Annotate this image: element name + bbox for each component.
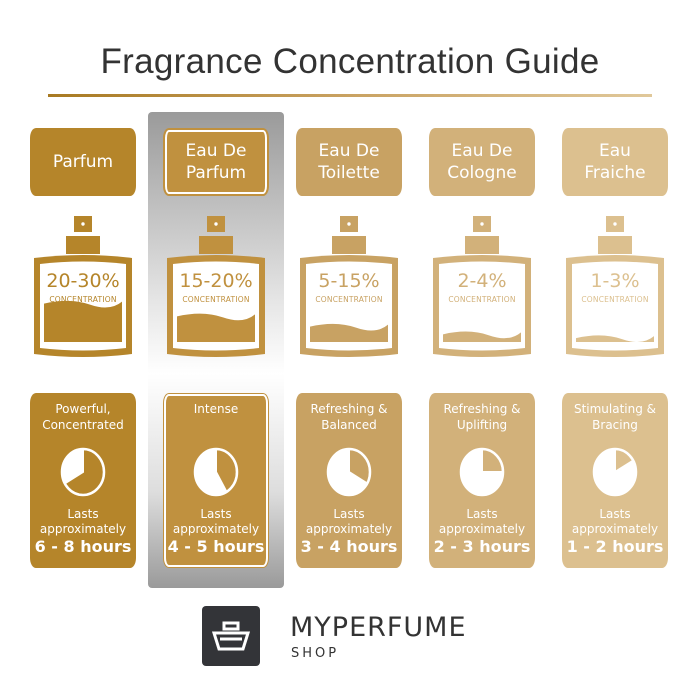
lasts-label: Lasts approximately	[429, 507, 535, 537]
concentration-value: 2-4%	[457, 270, 507, 292]
longevity-card: Intense Lasts approximately 4 - 5 hours	[163, 393, 269, 568]
lasts-line: approximately	[438, 522, 526, 536]
clock-pie-icon	[60, 447, 106, 497]
character-description: Refreshing & Balanced	[296, 401, 402, 433]
liquid-level	[44, 300, 122, 342]
liquid-level	[177, 313, 255, 342]
concentration-value: 15-20%	[179, 270, 253, 292]
fragrance-column: Eau De Parfum 15-20% CONCENTRATION Intens…	[163, 0, 269, 700]
lasts-label: Lasts approximately	[296, 507, 402, 537]
clock-elapsed-sector	[215, 447, 238, 494]
character-description: Intense	[163, 401, 269, 417]
lasts-line: approximately	[39, 522, 127, 536]
fragrance-column: Eau Fraiche 1-3% CONCENTRATION Stimulatin…	[562, 0, 668, 700]
type-name-line: Eau	[599, 141, 631, 161]
type-header: Eau Fraiche	[562, 128, 668, 196]
description-line: Stimulating &	[573, 402, 657, 416]
clock-pie-icon	[592, 447, 638, 497]
hours-value: 6 - 8 hours	[34, 537, 132, 556]
clock-remaining-sector	[327, 448, 368, 495]
bottle-icon	[433, 216, 531, 357]
clock-elapsed-sector	[348, 447, 371, 485]
bottle-icon	[34, 216, 132, 357]
perfume-shop-logo-icon	[202, 606, 260, 666]
liquid-level	[576, 335, 654, 343]
lasts-label: Lasts approximately	[562, 507, 668, 537]
type-name-line: Cologne	[447, 163, 517, 183]
type-name-line: Eau De	[185, 141, 247, 161]
concentration-label: CONCENTRATION	[581, 295, 649, 304]
clock-elapsed-sector	[481, 447, 505, 473]
title-underline	[48, 94, 652, 97]
description-line: Powerful,	[55, 402, 111, 416]
brand-name: MYPERFUME	[290, 612, 467, 643]
lasts-line: Lasts	[200, 507, 232, 521]
type-name-line: Parfum	[185, 163, 247, 183]
concentration-label: CONCENTRATION	[448, 295, 516, 304]
bottle-icon	[300, 216, 398, 357]
type-header: Parfum	[30, 128, 136, 196]
bottle-icon	[566, 216, 664, 357]
longevity-card: Refreshing & Balanced Lasts approximately …	[296, 393, 402, 568]
lasts-line: approximately	[172, 522, 260, 536]
clock-elapsed-sector	[63, 447, 105, 496]
description-line: Concentrated	[42, 418, 124, 432]
hours-value: 1 - 2 hours	[566, 537, 664, 556]
type-name-line: Parfum	[52, 152, 114, 172]
hours-value: 3 - 4 hours	[300, 537, 398, 556]
lasts-line: Lasts	[466, 507, 498, 521]
lasts-line: Lasts	[599, 507, 631, 521]
clock-pie-icon	[193, 447, 239, 497]
concentration-value: 5-15%	[318, 270, 380, 292]
type-header: Eau De Toilette	[296, 128, 402, 196]
concentration-value: 1-3%	[590, 270, 640, 292]
description-line: Refreshing &	[310, 402, 388, 416]
page-title: Fragrance Concentration Guide	[100, 42, 600, 81]
type-name-line: Eau De	[318, 141, 380, 161]
concentration-label: CONCENTRATION	[49, 295, 117, 304]
hours-value: 4 - 5 hours	[167, 537, 265, 556]
bottle-icon	[167, 216, 265, 357]
lasts-line: approximately	[305, 522, 393, 536]
lasts-line: Lasts	[333, 507, 365, 521]
hours-value: 2 - 3 hours	[433, 537, 531, 556]
longevity-card: Powerful, Concentrated Lasts approximately…	[30, 393, 136, 568]
description-line: Balanced	[321, 418, 377, 432]
description-line: Refreshing &	[443, 402, 521, 416]
character-description: Stimulating & Bracing	[562, 401, 668, 433]
brand-subtitle: SHOP	[291, 646, 340, 661]
longevity-card: Refreshing & Uplifting Lasts approximately…	[429, 393, 535, 568]
description-line: Intense	[193, 402, 239, 416]
fragrance-column: Parfum 20-30% CONCENTRATION Powerful, Con…	[30, 0, 136, 700]
clock-elapsed-sector	[614, 447, 635, 474]
fragrance-column: Eau De Cologne 2-4% CONCENTRATION Refresh…	[429, 0, 535, 700]
type-header: Eau De Parfum	[163, 128, 269, 196]
lasts-label: Lasts approximately	[30, 507, 136, 537]
type-header: Eau De Cologne	[429, 128, 535, 196]
character-description: Refreshing & Uplifting	[429, 401, 535, 433]
liquid-level	[310, 323, 388, 342]
clock-pie-icon	[459, 447, 505, 497]
description-line: Uplifting	[456, 418, 508, 432]
type-name-line: Eau De	[451, 141, 513, 161]
type-name-line: Fraiche	[584, 163, 646, 183]
liquid-level	[443, 331, 521, 342]
concentration-value: 20-30%	[46, 270, 120, 292]
longevity-card: Stimulating & Bracing Lasts approximately …	[562, 393, 668, 568]
concentration-label: CONCENTRATION	[315, 295, 383, 304]
lasts-line: Lasts	[67, 507, 99, 521]
concentration-label: CONCENTRATION	[182, 295, 250, 304]
lasts-line: approximately	[571, 522, 659, 536]
fragrance-column: Eau De Toilette 5-15% CONCENTRATION Refre…	[296, 0, 402, 700]
lasts-label: Lasts approximately	[163, 507, 269, 537]
type-name-line: Toilette	[318, 163, 380, 183]
character-description: Powerful, Concentrated	[30, 401, 136, 433]
description-line: Bracing	[592, 418, 638, 432]
clock-remaining-sector	[194, 448, 227, 495]
clock-pie-icon	[326, 447, 372, 497]
